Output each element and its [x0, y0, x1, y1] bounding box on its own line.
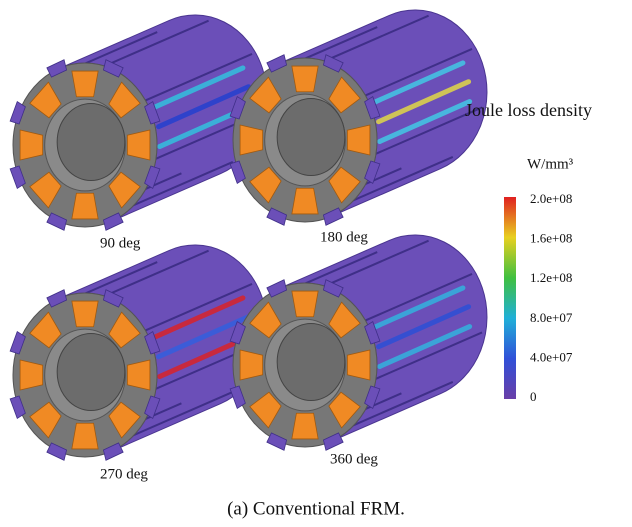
colorbar-tick-label: 0	[530, 389, 537, 404]
rotor-slot	[127, 130, 150, 160]
colorbar-tick-label: 8.0e+07	[530, 310, 573, 325]
shaft-hole	[277, 98, 345, 175]
rotor-slot	[347, 350, 370, 380]
rotor-slot	[240, 125, 263, 155]
rotor-slot	[292, 291, 318, 317]
legend-title: Joule loss density	[465, 100, 592, 120]
rotor-slot	[72, 301, 98, 327]
panel-label: 180 deg	[320, 229, 368, 245]
colorbar-tick-label: 4.0e+07	[530, 349, 573, 364]
panel-label: 90 deg	[100, 235, 141, 251]
rotor-slot	[20, 130, 43, 160]
rotor	[10, 245, 267, 460]
rotor-slot	[20, 360, 43, 390]
rotor	[230, 235, 487, 450]
rotor-slot	[347, 125, 370, 155]
caption: (a) Conventional FRM.	[227, 498, 405, 519]
panel-label: 270 deg	[100, 466, 148, 482]
rotor	[10, 15, 267, 230]
rotor-slot	[292, 413, 318, 439]
rotor-slot	[292, 66, 318, 92]
colorbar-tick-label: 1.2e+08	[530, 270, 572, 285]
rotor-slot	[72, 423, 98, 449]
rotor-slot	[72, 193, 98, 219]
panel-label: 360 deg	[330, 451, 378, 467]
figure: 90 deg 180 deg 270 deg 360 deg Joule los…	[0, 0, 632, 527]
legend-unit: W/mm³	[527, 156, 574, 172]
colorbar	[504, 197, 516, 399]
colorbar-tick-label: 1.6e+08	[530, 231, 572, 246]
shaft-hole	[57, 103, 125, 180]
rotor-slot	[292, 188, 318, 214]
shaft-hole	[277, 323, 345, 400]
rotor	[230, 10, 487, 225]
shaft-hole	[57, 333, 125, 410]
rotor-slot	[127, 360, 150, 390]
colorbar-tick-label: 2.0e+08	[530, 191, 572, 206]
colorbar-ticks: 2.0e+08 1.6e+08 1.2e+08 8.0e+07 4.0e+07 0	[530, 191, 573, 404]
rotor-renderings	[10, 10, 487, 460]
rotor-slot	[240, 350, 263, 380]
rotor-slot	[72, 71, 98, 97]
